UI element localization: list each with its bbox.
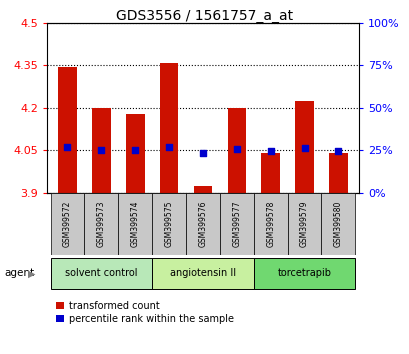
Bar <box>193 186 212 193</box>
Text: GSM399577: GSM399577 <box>232 201 241 247</box>
Bar <box>50 193 84 255</box>
Bar <box>152 193 186 255</box>
Bar <box>227 108 245 193</box>
Bar <box>321 193 355 255</box>
Bar <box>92 108 110 193</box>
Text: GSM399575: GSM399575 <box>164 201 173 247</box>
Bar <box>126 114 144 193</box>
Bar <box>219 193 253 255</box>
Point <box>64 144 71 150</box>
Point <box>301 145 307 151</box>
Bar <box>58 67 76 193</box>
Text: GSM399576: GSM399576 <box>198 201 207 247</box>
Bar <box>261 153 279 193</box>
Point <box>165 144 172 150</box>
Text: GSM399574: GSM399574 <box>130 201 139 247</box>
Text: GDS3556 / 1561757_a_at: GDS3556 / 1561757_a_at <box>116 9 293 23</box>
Bar <box>84 193 118 255</box>
Text: GSM399573: GSM399573 <box>97 201 106 247</box>
Text: ▶: ▶ <box>28 268 35 279</box>
Text: GSM399572: GSM399572 <box>63 201 72 247</box>
Text: solvent control: solvent control <box>65 268 137 279</box>
Bar <box>328 153 347 193</box>
Bar <box>50 258 152 289</box>
Bar <box>294 101 313 193</box>
Bar <box>287 193 321 255</box>
Point <box>98 147 104 153</box>
Point <box>233 146 240 152</box>
Bar <box>152 258 253 289</box>
Text: GSM399580: GSM399580 <box>333 201 342 247</box>
Point <box>199 150 206 155</box>
Bar <box>118 193 152 255</box>
Text: GSM399579: GSM399579 <box>299 201 308 247</box>
Text: GSM399578: GSM399578 <box>265 201 274 247</box>
Legend: transformed count, percentile rank within the sample: transformed count, percentile rank withi… <box>52 297 237 327</box>
Bar <box>253 258 355 289</box>
Bar <box>186 193 219 255</box>
Text: agent: agent <box>4 268 34 279</box>
Bar <box>160 63 178 193</box>
Point <box>132 147 138 153</box>
Point <box>334 148 341 154</box>
Point <box>267 148 273 154</box>
Bar <box>253 193 287 255</box>
Text: torcetrapib: torcetrapib <box>277 268 331 279</box>
Text: angiotensin II: angiotensin II <box>169 268 236 279</box>
